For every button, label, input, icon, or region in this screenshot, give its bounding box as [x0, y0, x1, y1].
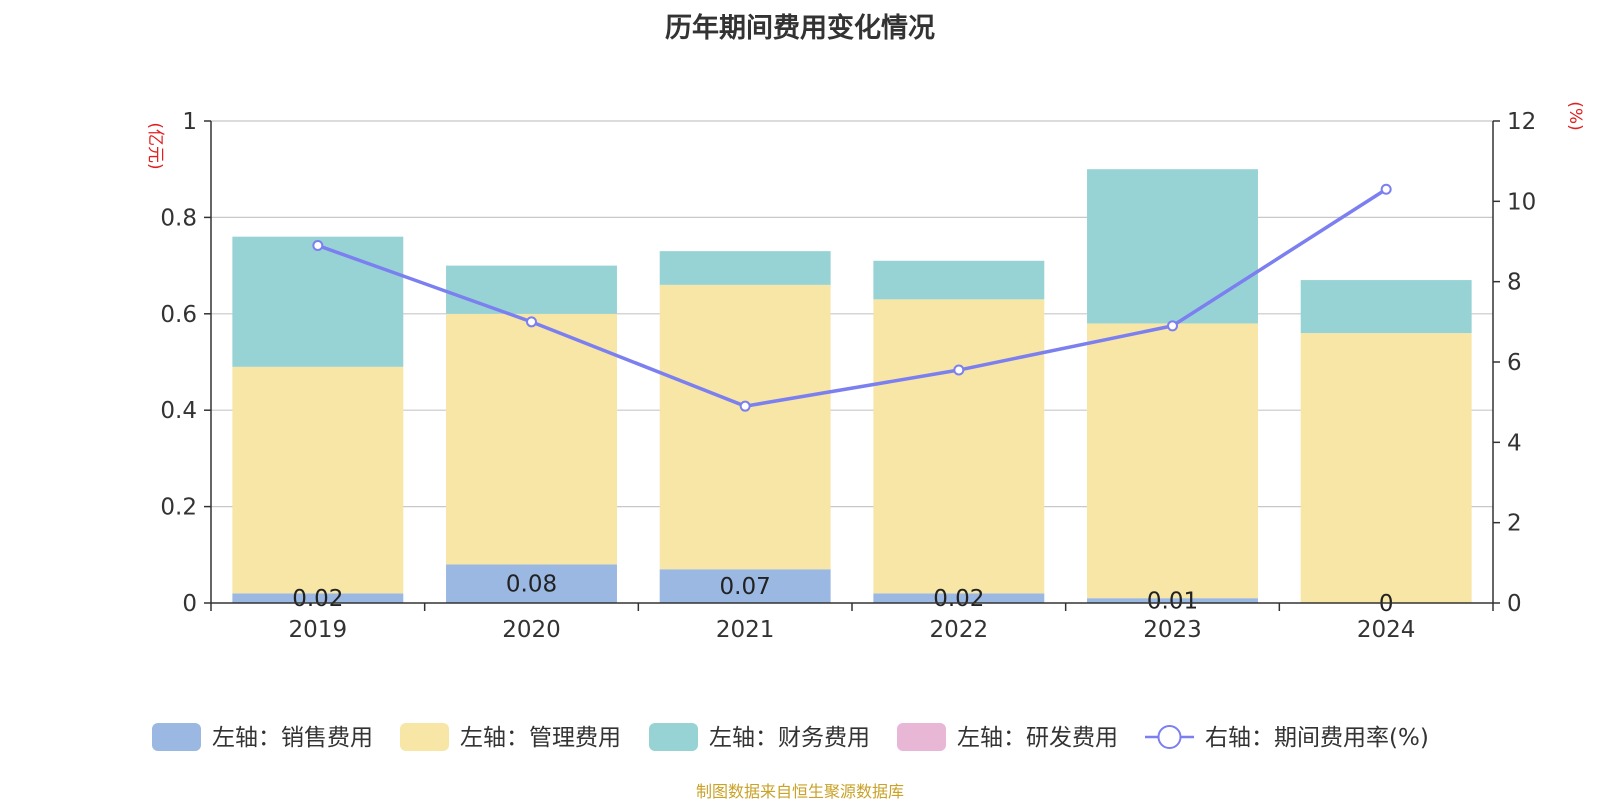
- bar-label-2024: 0: [1379, 591, 1394, 617]
- chart-title: 历年期间费用变化情况: [665, 13, 935, 44]
- data-source-note: 制图数据来自恒生聚源数据库: [695, 782, 904, 801]
- bar-1-2020: [446, 313, 617, 565]
- legend: 左轴：销售费用 左轴：管理费用 左轴：财务费用 左轴：研发费用 右轴：期间费用率(%): [152, 723, 1429, 751]
- left-axis-unit: (亿元): [145, 122, 165, 169]
- bar-label-2020: 0.08: [506, 572, 557, 598]
- bar-1-2022: [873, 299, 1045, 594]
- bar-2-2023: [1087, 169, 1258, 324]
- right-tick-label: 4: [1507, 430, 1522, 456]
- legend-label-0: 左轴：销售费用: [212, 725, 373, 751]
- bar-2-2022: [873, 260, 1045, 300]
- x-tick-label: 2021: [716, 617, 775, 643]
- left-tick-label: 0.8: [160, 205, 197, 231]
- rate-point-2022: [953, 364, 965, 376]
- left-tick-label: 0: [182, 591, 197, 617]
- bar-1-2024: [1300, 333, 1472, 603]
- left-tick-label: 0.6: [160, 302, 197, 328]
- right-tick-label: 12: [1507, 109, 1536, 135]
- left-tick-label: 0.4: [160, 398, 197, 424]
- line-series: [312, 183, 1392, 412]
- x-tick-label: 2019: [289, 617, 348, 643]
- right-axis-unit: (%): [1565, 101, 1585, 130]
- legend-swatch-0: [152, 723, 201, 751]
- bar-0-2020: [446, 564, 617, 603]
- rate-point-2020: [526, 316, 537, 328]
- bar-data-labels: 0.02 0.08 0.07 0.02 0.01 0: [292, 572, 1393, 617]
- bar-label-2022: 0.02: [933, 586, 984, 612]
- right-tick-label: 0: [1507, 591, 1522, 617]
- rate-point-2024: [1380, 183, 1392, 195]
- left-tick-label: 0.2: [160, 495, 197, 521]
- right-tick-label: 8: [1507, 270, 1522, 296]
- legend-swatch-3: [897, 723, 946, 751]
- right-tick-label: 6: [1507, 350, 1522, 376]
- rate-point-2021: [739, 400, 751, 412]
- rate-point-2019: [312, 240, 324, 252]
- x-tick-label: 2024: [1357, 617, 1416, 643]
- bar-0-2022: [873, 593, 1045, 603]
- x-tick-label: 2023: [1143, 617, 1202, 643]
- bar-1-2023: [1087, 323, 1258, 599]
- bar-0-2021: [659, 569, 831, 603]
- right-tick-label: 2: [1507, 511, 1522, 537]
- legend-label-4: 右轴：期间费用率(%): [1205, 725, 1429, 751]
- grid-lines: [211, 120, 1493, 508]
- x-tick-label: 2020: [502, 617, 561, 643]
- bar-2-2020: [446, 265, 617, 314]
- legend-label-2: 左轴：财务费用: [709, 725, 870, 751]
- bar-1-2021: [659, 284, 831, 570]
- bar-label-2019: 0.02: [292, 586, 343, 612]
- bar-2-2019: [232, 236, 404, 367]
- bar-0-2019: [232, 593, 404, 603]
- bar-1-2019: [232, 366, 404, 594]
- bar-2-2021: [659, 251, 831, 285]
- bar-0-2023: [1087, 598, 1258, 603]
- bar-series: [232, 169, 1472, 603]
- legend-label-3: 左轴：研发费用: [957, 725, 1118, 751]
- right-tick-label: 10: [1507, 189, 1536, 215]
- legend-swatch-1: [400, 723, 449, 751]
- rate-line: [317, 187, 1388, 408]
- bar-2-2024: [1300, 280, 1472, 334]
- left-tick-label: 1: [182, 109, 197, 135]
- rate-point-2023: [1167, 320, 1178, 332]
- legend-label-1: 左轴：管理费用: [460, 725, 621, 751]
- bar-label-2021: 0.07: [720, 574, 771, 600]
- bar-label-2023: 0.01: [1147, 589, 1198, 615]
- legend-marker-4: [1157, 725, 1182, 749]
- legend-swatch-2: [649, 723, 698, 751]
- x-tick-label: 2022: [930, 617, 989, 643]
